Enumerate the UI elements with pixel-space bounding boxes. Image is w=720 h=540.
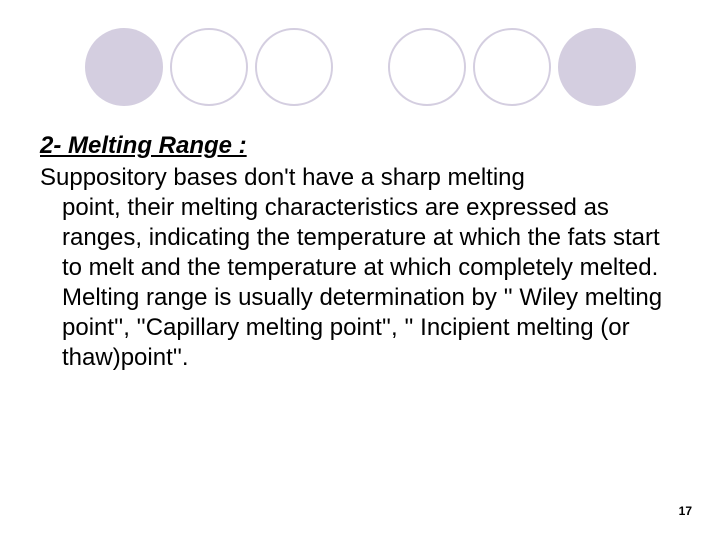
circle-icon (170, 28, 248, 106)
circle-icon (473, 28, 551, 106)
section-heading: 2- Melting Range : (40, 130, 680, 161)
body-first-line: Suppository bases don't have a sharp mel… (40, 164, 525, 191)
circle-icon (558, 28, 636, 106)
circle-icon (85, 28, 163, 106)
decorative-circles (0, 18, 720, 108)
body-rest: point, their melting characteristics are… (40, 193, 680, 373)
content-block: 2- Melting Range : Suppository bases don… (40, 130, 680, 373)
circle-icon (388, 28, 466, 106)
slide: 2- Melting Range : Suppository bases don… (0, 0, 720, 540)
circle-icon (255, 28, 333, 106)
body-text: Suppository bases don't have a sharp mel… (40, 163, 680, 373)
page-number: 17 (679, 504, 692, 518)
